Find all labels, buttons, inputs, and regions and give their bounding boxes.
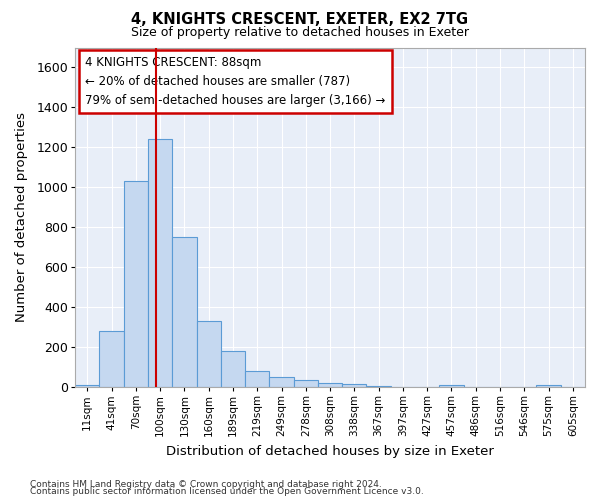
X-axis label: Distribution of detached houses by size in Exeter: Distribution of detached houses by size … [166, 444, 494, 458]
Bar [124, 182, 148, 387]
Bar [439, 385, 464, 387]
Bar [367, 386, 391, 387]
Y-axis label: Number of detached properties: Number of detached properties [15, 112, 28, 322]
Text: Contains public sector information licensed under the Open Government Licence v3: Contains public sector information licen… [30, 488, 424, 496]
Bar [197, 321, 221, 387]
Text: Size of property relative to detached houses in Exeter: Size of property relative to detached ho… [131, 26, 469, 39]
Bar [269, 377, 293, 387]
Bar [536, 385, 561, 387]
Bar [221, 351, 245, 387]
Text: 4 KNIGHTS CRESCENT: 88sqm
← 20% of detached houses are smaller (787)
79% of semi: 4 KNIGHTS CRESCENT: 88sqm ← 20% of detac… [85, 56, 386, 107]
Bar [342, 384, 367, 387]
Bar [245, 371, 269, 387]
Bar [318, 383, 342, 387]
Bar [293, 380, 318, 387]
Text: Contains HM Land Registry data © Crown copyright and database right 2024.: Contains HM Land Registry data © Crown c… [30, 480, 382, 489]
Bar [172, 238, 197, 387]
Bar [148, 140, 172, 387]
Text: 4, KNIGHTS CRESCENT, EXETER, EX2 7TG: 4, KNIGHTS CRESCENT, EXETER, EX2 7TG [131, 12, 469, 28]
Bar [100, 331, 124, 387]
Bar [75, 385, 100, 387]
